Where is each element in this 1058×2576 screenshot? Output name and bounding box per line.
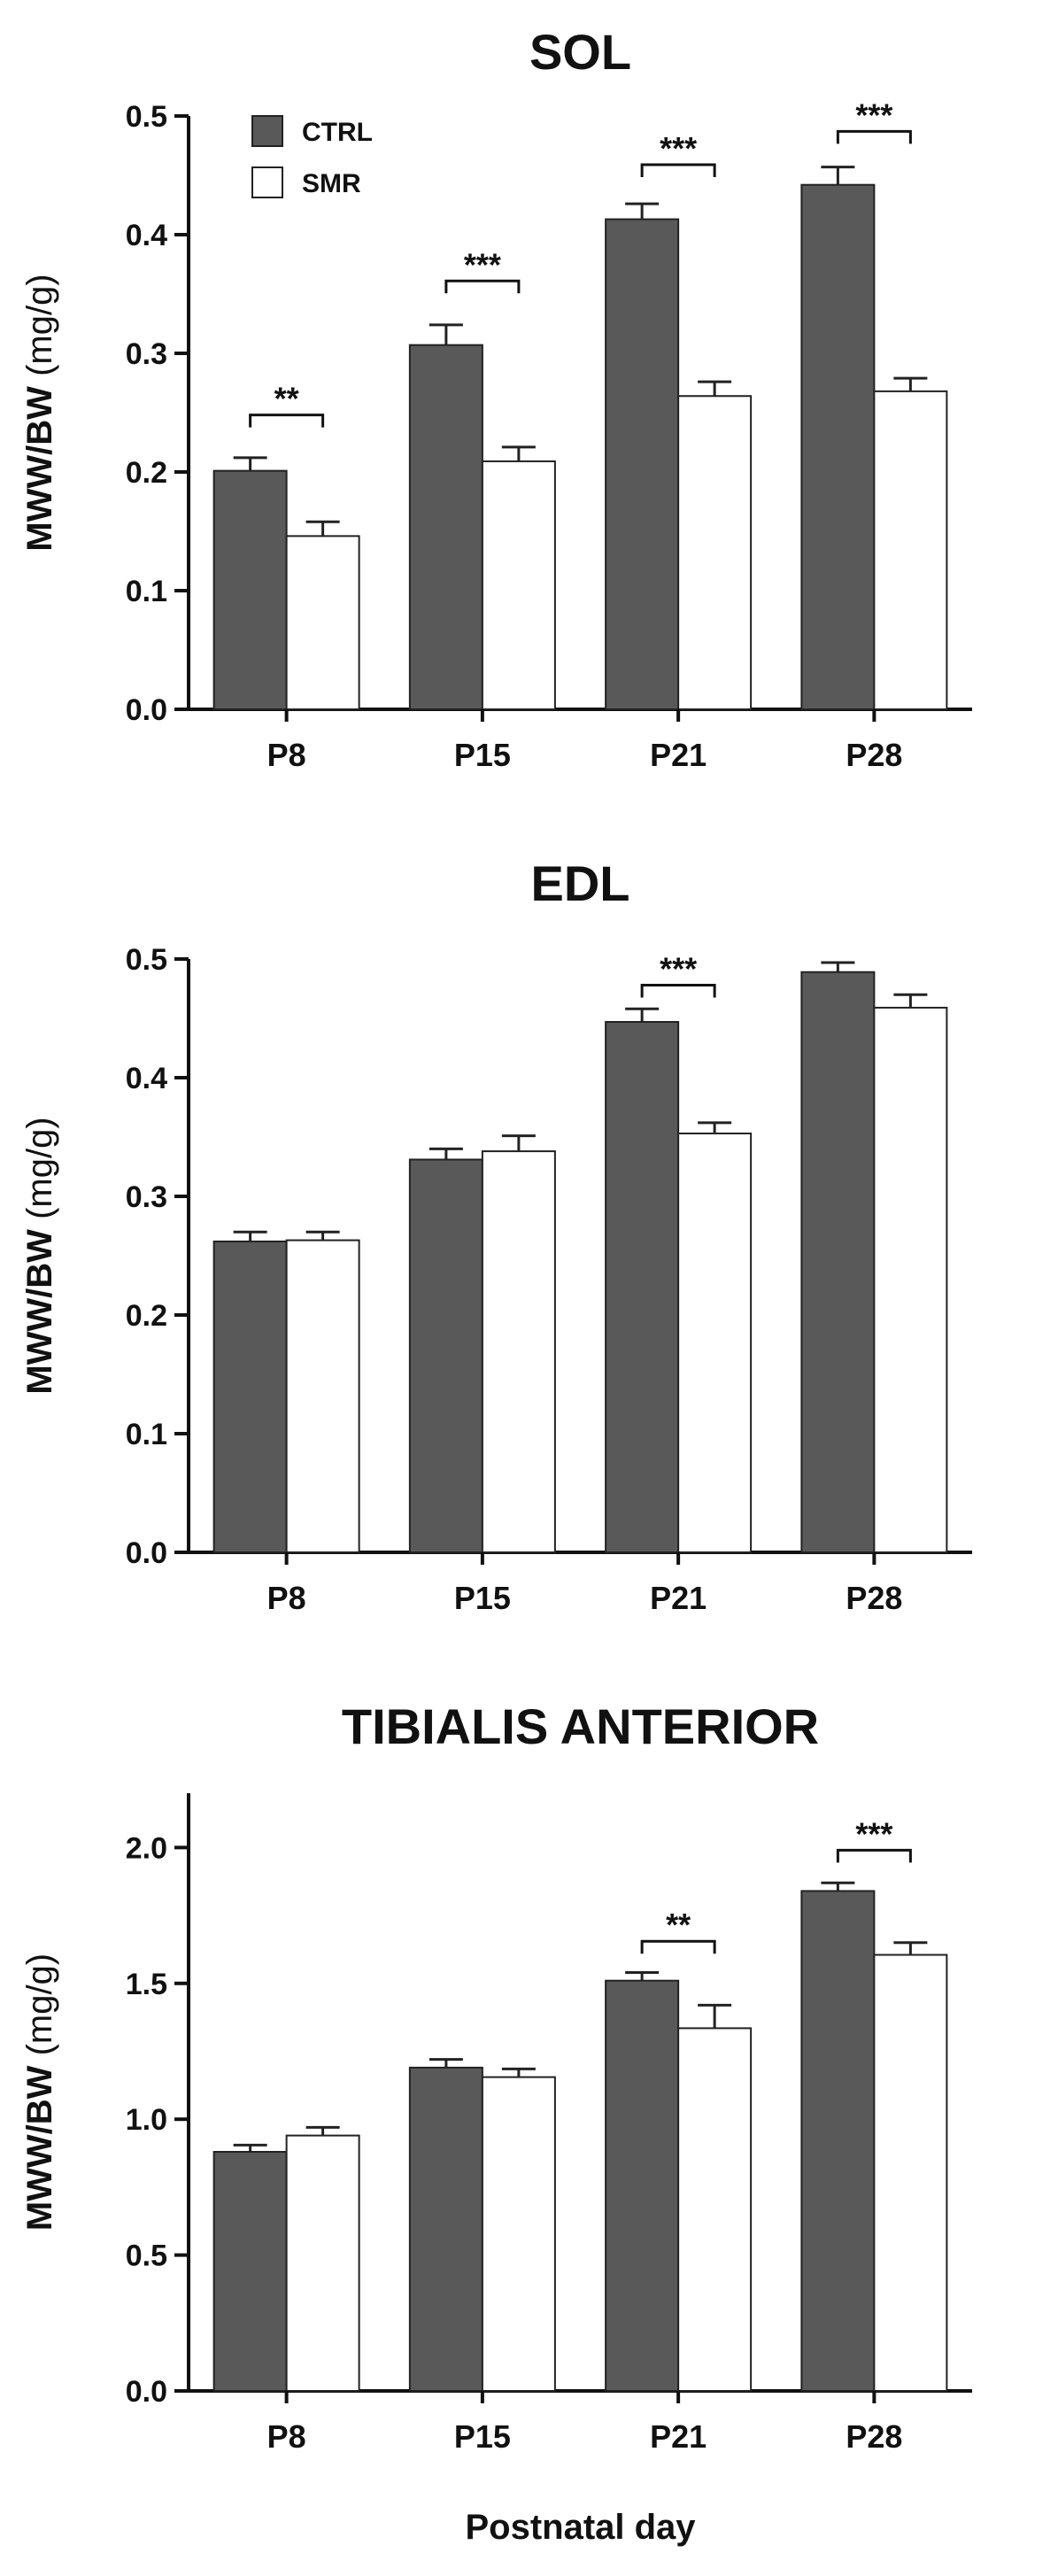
x-tick-label: P8	[267, 1580, 306, 1616]
significance-label: ***	[660, 950, 697, 986]
y-tick-label: 0.5	[126, 100, 167, 134]
significance-bracket	[249, 414, 325, 428]
bar-ctrl-p8	[212, 2151, 288, 2392]
x-tick-label: P8	[267, 737, 306, 773]
significance-label: **	[666, 1907, 691, 1943]
bar-ctrl-p15	[408, 1158, 483, 1553]
bar-ctrl-p8	[212, 469, 288, 710]
legend-swatch-ctrl	[251, 115, 283, 147]
bar-smr-p21	[677, 1132, 753, 1553]
y-tick-label: 0.5	[126, 943, 167, 977]
x-tick-label: P8	[267, 2418, 306, 2455]
sol-panel: SOL MWW/BW (mg/g) 0.0 0.1 0.2 0.3 0.4 0.5 P8 P15 P…	[20, 24, 972, 773]
significance-label: **	[274, 381, 299, 417]
significance-bracket	[836, 1848, 912, 1863]
y-tick-label: 1.0	[126, 2103, 167, 2137]
significance-bracket	[640, 163, 716, 177]
y-axis-label: MWW/BW (mg/g)	[20, 1953, 59, 2231]
x-tick-label: P21	[650, 737, 707, 773]
x-tick-label: P15	[454, 2418, 511, 2455]
y-tick-label: 0.3	[126, 337, 167, 371]
significance-label: ***	[855, 1815, 892, 1852]
bar-smr-p8	[285, 1239, 360, 1553]
bar-smr-p15	[481, 2076, 556, 2392]
bar-ctrl-p28	[800, 971, 876, 1553]
bar-ctrl-p21	[605, 1979, 680, 2393]
bar-smr-p28	[873, 1953, 948, 2393]
y-axis-label: MWW/BW (mg/g)	[20, 1117, 59, 1394]
bar-smr-p15	[481, 460, 556, 710]
legend-label-smr: SMR	[302, 169, 361, 198]
y-tick-label: 0.0	[126, 2375, 167, 2409]
bar-smr-p28	[873, 390, 948, 710]
y-axis-label: MWW/BW (mg/g)	[20, 274, 59, 551]
y-tick-label: 0.4	[126, 219, 167, 252]
y-axis-label-unit: (mg/g)	[20, 1953, 59, 2066]
chart-title: TIBIALIS ANTERIOR	[342, 1698, 819, 1754]
bar-ctrl-p21	[605, 218, 680, 710]
x-tick-label: P21	[650, 2418, 707, 2455]
bar-smr-p15	[481, 1150, 556, 1553]
y-tick-label: 0.5	[126, 2239, 167, 2273]
significance-bracket	[836, 129, 912, 144]
y-axis-label-unit: (mg/g)	[20, 274, 59, 386]
y-tick-label: 2.0	[126, 1831, 167, 1865]
y-tick-label: 0.3	[126, 1180, 167, 1214]
y-axis-label-main: MWW/BW	[20, 1229, 59, 1395]
y-tick-label: 0.1	[126, 1418, 167, 1451]
y-tick-label: 0.4	[126, 1062, 167, 1095]
x-tick-label: P28	[846, 737, 902, 773]
significance-bracket	[444, 279, 521, 294]
x-tick-label: P15	[454, 737, 511, 773]
bar-ctrl-p21	[605, 1021, 680, 1553]
y-tick-label: 0.0	[126, 693, 167, 727]
bar-ctrl-p28	[800, 183, 876, 711]
bar-ctrl-p28	[800, 1890, 876, 2393]
edl-panel: EDL MWW/BW (mg/g) 0.0 0.1 0.2 0.3 0.4 0.5 P8 P15 P…	[20, 855, 972, 1616]
y-tick-label: 0.2	[126, 456, 167, 490]
significance-bracket	[640, 1939, 716, 1954]
bar-ctrl-p15	[408, 344, 483, 710]
y-axis-label-main: MWW/BW	[20, 2065, 59, 2231]
legend-swatch-smr	[251, 166, 283, 198]
significance-bracket	[640, 983, 716, 998]
legend: CTRL SMR	[251, 115, 373, 198]
bar-smr-p28	[873, 1006, 948, 1553]
x-tick-label: P21	[650, 1580, 707, 1616]
y-tick-label: 1.5	[126, 1968, 167, 2001]
x-tick-label: P28	[846, 1580, 902, 1616]
x-tick-label: P15	[454, 1580, 511, 1616]
bar-smr-p21	[677, 2027, 753, 2392]
x-axis-label: Postnatal day	[465, 2508, 696, 2547]
y-tick-label: 0.0	[126, 1536, 167, 1570]
chart-title: EDL	[531, 855, 630, 911]
y-tick-label: 0.2	[126, 1299, 167, 1333]
significance-label: ***	[855, 97, 892, 133]
chart-title: SOL	[529, 24, 631, 80]
y-axis-label-main: MWW/BW	[20, 386, 59, 552]
y-tick-label: 0.1	[126, 575, 167, 608]
significance-label: ***	[464, 246, 501, 282]
bar-smr-p8	[285, 535, 360, 710]
bar-ctrl-p15	[408, 2066, 483, 2393]
legend-label-ctrl: CTRL	[302, 118, 373, 147]
bar-smr-p21	[677, 395, 753, 710]
bar-ctrl-p8	[212, 1240, 288, 1554]
y-axis-label-unit: (mg/g)	[20, 1117, 59, 1229]
significance-label: ***	[660, 130, 697, 166]
tibialis-anterior-panel: TIBIALIS ANTERIOR MWW/BW (mg/g) 0.0 0.5 1.0 1…	[20, 1698, 972, 2547]
x-tick-label: P28	[846, 2418, 902, 2455]
bar-smr-p8	[285, 2134, 360, 2392]
